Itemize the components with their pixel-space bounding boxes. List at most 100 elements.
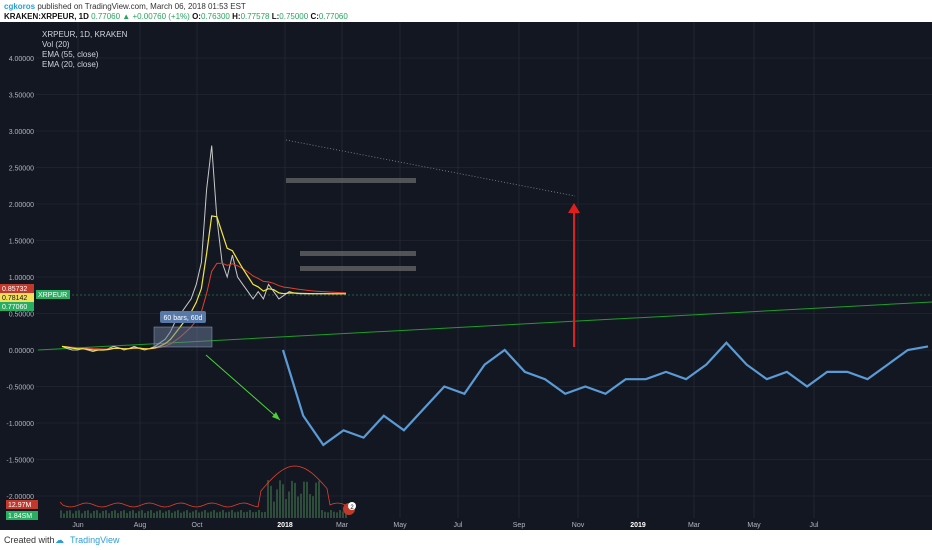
y-tick-label: 3.00000: [9, 129, 34, 136]
volume-bar: [333, 511, 335, 518]
volume-bar: [240, 510, 242, 518]
volume-bar: [207, 512, 209, 518]
price-badge-0: 0.85732: [2, 286, 27, 293]
volume-bar: [276, 489, 278, 518]
x-tick-label: Mar: [336, 522, 349, 529]
symbol-name: KRAKEN:XRPEUR, 1D: [4, 12, 89, 21]
publisher-line: cgkoros published on TradingView.com, Ma…: [4, 2, 246, 11]
volume-bar: [117, 513, 119, 518]
volume-bar: [186, 510, 188, 518]
x-tick-label: May: [393, 522, 407, 529]
tradingview-logo-icon[interactable]: ☁: [55, 535, 64, 545]
low-label: L:: [271, 12, 280, 21]
price-change: +0.00760 (+1%): [132, 12, 190, 21]
x-tick-label: Nov: [572, 522, 585, 529]
event-marker[interactable]: 2: [343, 502, 356, 515]
volume-bar: [237, 511, 239, 518]
price-badge-bg-1: [0, 293, 34, 302]
volume-bar: [309, 494, 311, 518]
volume-bar: [162, 512, 164, 518]
legend-item-ema20: EMA (20, close): [42, 60, 99, 69]
volume-bar: [312, 496, 314, 518]
measure-label-box: [160, 311, 206, 323]
price-badge-bg-2: [0, 302, 34, 311]
y-tick-label: 2.50000: [9, 166, 34, 173]
volume-bar: [285, 499, 287, 518]
vol-badge-0: 12.97M: [8, 502, 32, 509]
y-tick-label: -1.50000: [6, 458, 34, 465]
volume-bar: [204, 510, 206, 518]
volume-bar: [174, 511, 176, 518]
volume-bar: [87, 510, 89, 518]
volume-bar: [273, 501, 275, 518]
volume-bar: [243, 512, 245, 518]
volume-bar: [288, 491, 290, 518]
x-tick-label: Aug: [134, 522, 147, 529]
volume-bar: [324, 511, 326, 518]
measure-tool: 60 bars, 60d: [153, 311, 213, 348]
volume-bar: [327, 512, 329, 518]
volume-bar: [192, 511, 194, 518]
volume-bar: [96, 510, 98, 518]
chart-area[interactable]: 60 bars, 60d 4.00000 3.50000 3.00000 2.5000…: [0, 22, 932, 530]
volume-bar: [249, 510, 251, 518]
volume-bar: [165, 511, 167, 518]
y-tick-label: 2.00000: [9, 202, 34, 209]
price-chart[interactable]: 60 bars, 60d 4.00000 3.50000 3.00000 2.5000…: [0, 22, 932, 530]
volume-bar: [261, 512, 263, 518]
volume-ma-line: [59, 465, 346, 508]
volume-bar: [291, 480, 293, 518]
volume-bar: [126, 513, 128, 518]
volume-bar: [195, 510, 197, 518]
x-tick-label: Sep: [513, 522, 526, 529]
legend-title: XRPEUR, 1D, KRAKEN: [42, 30, 128, 39]
volume-bar: [255, 511, 257, 518]
symbol-badge: XRPEUR: [38, 292, 67, 299]
red-arrow: [568, 203, 580, 347]
volume-bar: [213, 510, 215, 518]
volume-bar: [219, 511, 221, 518]
volume-bar: [339, 510, 341, 518]
footer: Created with ☁ TradingView: [0, 530, 932, 550]
volume-bar: [90, 513, 92, 518]
volume-bar: [246, 511, 248, 518]
volume-bar: [63, 513, 65, 518]
created-with-text: Created with: [4, 535, 55, 545]
y-tick-label: -1.00000: [6, 421, 34, 428]
volume-bar: [264, 511, 266, 518]
chart-grid: [36, 22, 932, 518]
volume-bar: [252, 512, 254, 518]
x-tick-label: Mar: [688, 522, 701, 529]
volume-histogram: [60, 480, 347, 518]
measure-range-box: [153, 326, 213, 348]
annotation-box: [300, 266, 416, 271]
volume-bar: [216, 512, 218, 518]
annotation-box: [286, 178, 416, 183]
tradingview-link[interactable]: TradingView: [70, 535, 120, 545]
volume-bar: [114, 510, 116, 518]
high-label: H:: [232, 12, 241, 21]
annotation-boxes: [286, 178, 416, 271]
volume-bar: [156, 511, 158, 518]
volume-bar: [198, 512, 200, 518]
volume-bar: [84, 510, 86, 518]
vol-badge-1: 1.84SM: [8, 513, 32, 520]
volume-bar: [231, 510, 233, 518]
volume-bar: [336, 512, 338, 518]
volume-bar: [66, 510, 68, 518]
price-axis: 4.00000 3.50000 3.00000 2.50000 2.00000 1.500…: [6, 56, 34, 501]
green-arrow: [205, 354, 281, 421]
volume-bar: [72, 513, 74, 518]
volume-bar: [294, 482, 296, 518]
volume-bar: [270, 485, 272, 518]
author-link[interactable]: cgkoros: [4, 2, 36, 11]
y-tick-label: -2.00000: [6, 494, 34, 501]
vol-badge-bg-1: [6, 511, 38, 520]
volume-bar: [267, 480, 269, 518]
x-tick-label: May: [747, 522, 761, 529]
y-tick-label: 0.50000: [9, 312, 34, 319]
volume-bar: [81, 513, 83, 518]
volume-bar: [258, 510, 260, 518]
close-value: 0.77060: [318, 12, 348, 21]
y-tick-label: 1.00000: [9, 275, 34, 282]
